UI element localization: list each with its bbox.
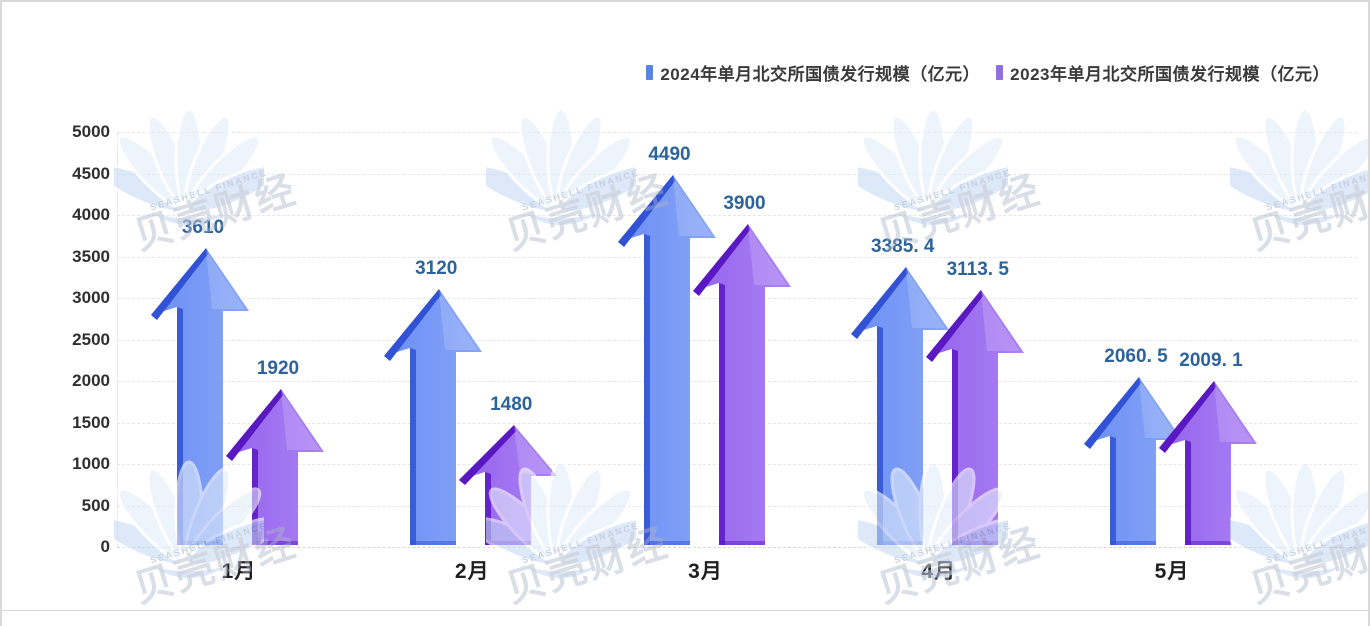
x-axis-label-1月: 1月 <box>221 560 257 583</box>
bottom-divider <box>2 610 1368 611</box>
arrow-bar-2023-5月 <box>1158 380 1258 552</box>
y-axis-tick-label: 1000 <box>72 454 110 473</box>
y-axis-tick-label: 500 <box>81 495 110 515</box>
legend-item-2023: 2023年单月北交所国债发行规模（亿元） <box>996 60 1330 85</box>
y-axis-tick-label: 3500 <box>72 246 110 266</box>
data-label-2024-5月: 2060. 5 <box>1104 346 1168 367</box>
legend-marker-2023-icon <box>996 65 1004 80</box>
legend-label-2023: 2023年单月北交所国债发行规模（亿元） <box>1010 65 1330 84</box>
arrow-bar-2023-2月 <box>458 424 558 552</box>
x-axis-label-5月: 5月 <box>1154 560 1190 583</box>
data-label-2024-4月: 3385. 4 <box>871 236 935 257</box>
y-axis-tick-label: 4000 <box>72 205 110 224</box>
legend-item-2024: 2024年单月北交所国债发行规模（亿元） <box>646 60 980 85</box>
data-label-2023-2月: 1480 <box>490 394 533 415</box>
data-label-2023-5月: 2009. 1 <box>1179 350 1243 371</box>
x-axis-label-2月: 2月 <box>454 560 490 583</box>
arrow-bar-2024-5月 <box>1083 376 1183 552</box>
x-axis-label-4月: 4月 <box>921 560 957 583</box>
data-label-2024-3月: 4490 <box>648 144 691 165</box>
chart-card: 0 500 1000 1500 2000 2500 3000 3500 4000 4500 5000… <box>2 2 1368 610</box>
legend-marker-2024-icon <box>646 65 654 80</box>
arrow-bar-2024-3月 <box>617 174 717 552</box>
data-label-2023-4月: 3113. 5 <box>946 259 1009 280</box>
y-axis-tick-label: 2000 <box>72 371 110 390</box>
arrow-bar-2024-2月 <box>383 288 483 552</box>
arrow-bar-2023-3月 <box>692 223 792 552</box>
arrow-bar-2023-4月 <box>925 289 1025 552</box>
y-axis-tick-label: 0 <box>100 537 110 556</box>
gridline <box>117 173 1357 175</box>
gridline <box>117 215 1357 216</box>
chart-legend: 2024年单月北交所国债发行规模（亿元） 2023年单月北交所国债发行规模（亿元… <box>646 60 1330 85</box>
y-axis-line <box>117 132 118 547</box>
gridline <box>117 547 1357 548</box>
data-label-2023-1月: 1920 <box>256 358 300 379</box>
y-axis-tick-label: 2500 <box>72 329 110 349</box>
x-axis-label-3月: 3月 <box>688 560 723 583</box>
data-label-2024-2月: 3120 <box>415 258 458 279</box>
y-axis-tick-label: 4500 <box>72 163 110 183</box>
gridline <box>117 132 1357 133</box>
y-axis-tick-label: 5000 <box>72 122 110 141</box>
y-axis-tick-label: 1500 <box>72 412 110 432</box>
plot-area: 0 500 1000 1500 2000 2500 3000 3500 4000 4500 5000… <box>2 2 1368 610</box>
arrow-bar-2023-1月 <box>225 388 325 552</box>
data-label-2023-3月: 3900 <box>723 193 766 214</box>
y-axis-tick-label: 3000 <box>72 288 110 307</box>
legend-label-2024: 2024年单月北交所国债发行规模（亿元） <box>660 65 981 84</box>
data-label-2024-1月: 3610 <box>181 217 225 238</box>
